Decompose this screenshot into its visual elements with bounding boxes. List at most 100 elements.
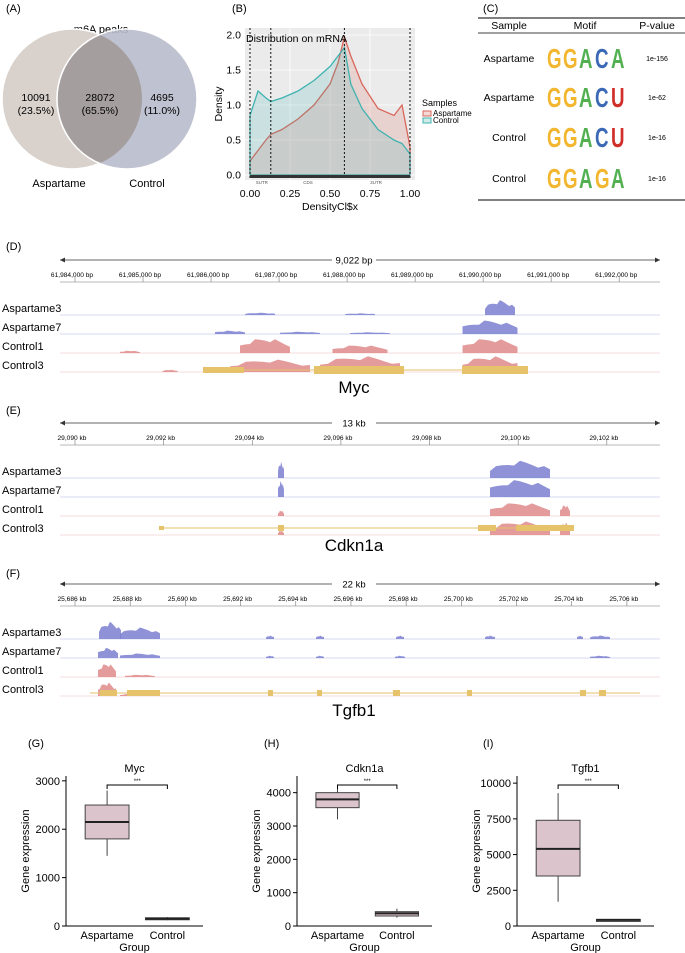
track-peak bbox=[278, 481, 284, 497]
panel-label-i: (I) bbox=[483, 738, 493, 750]
panel-label-a: (A) bbox=[6, 3, 21, 15]
track-ruler-label: 25,692 kb bbox=[223, 596, 252, 603]
boxplot-xlabel: Group bbox=[570, 942, 601, 953]
boxplot-xlabel: Group bbox=[349, 942, 380, 953]
track-ruler-label: 25,690 kb bbox=[168, 596, 197, 603]
track-ruler-label: 25,688 kb bbox=[113, 596, 142, 603]
track-ruler-label: 29,094 kb bbox=[235, 435, 264, 442]
panel-label-h: (H) bbox=[264, 738, 279, 750]
track-peak bbox=[462, 320, 518, 334]
legend-control: Control bbox=[433, 116, 459, 125]
track-sample-label: Control3 bbox=[2, 684, 44, 696]
motif-letter: C bbox=[595, 123, 609, 153]
boxplot-y-tick-label: 10000 bbox=[480, 778, 511, 790]
density-ytick-label: 0.0 bbox=[226, 170, 241, 182]
track-peak bbox=[485, 635, 495, 639]
gene-name: Myc bbox=[338, 378, 370, 397]
motif-pvalue: 1e-156 bbox=[646, 56, 668, 63]
gene-exon bbox=[393, 690, 400, 696]
track-peak bbox=[462, 339, 518, 353]
density-x-ticks: 0.00 0.25 0.50 0.75 1.00 bbox=[240, 188, 421, 200]
track-peak bbox=[266, 635, 274, 639]
track-peak bbox=[332, 345, 388, 353]
track-peak bbox=[245, 312, 275, 315]
density-xtick-label: 0.25 bbox=[280, 188, 301, 200]
gene-exon bbox=[203, 367, 244, 373]
boxplot-xlabel: Group bbox=[119, 942, 150, 953]
track-peak bbox=[120, 350, 140, 353]
track-peak bbox=[577, 635, 583, 639]
motif-letter: G bbox=[547, 123, 562, 153]
motif-letter: G bbox=[547, 83, 562, 113]
density-title: Distribution on mRNA bbox=[246, 33, 347, 45]
track-ruler-label: 61,989,000 bp bbox=[391, 272, 434, 279]
motif-letter: A bbox=[579, 164, 593, 194]
motif-pvalue: 1e-16 bbox=[648, 176, 666, 183]
gene-exon bbox=[268, 690, 273, 696]
gene-exon bbox=[314, 366, 404, 374]
motif-sample-label: Control bbox=[492, 173, 526, 185]
venn-overlap bbox=[56, 29, 142, 169]
track-sample-label: Aspartame3 bbox=[2, 466, 61, 478]
density-control-area bbox=[249, 46, 411, 176]
gene-exon bbox=[462, 366, 528, 374]
track-peak bbox=[396, 635, 404, 639]
track-ruler-label: 25,686 kb bbox=[58, 596, 87, 603]
motif-pvalue: 1e-62 bbox=[648, 95, 666, 102]
venn-left-label: Aspartame bbox=[32, 178, 85, 190]
venn-mid-count: 28072 bbox=[85, 92, 114, 104]
gene-name: Tgfb1 bbox=[332, 701, 375, 720]
density-region-bar bbox=[250, 175, 410, 178]
track-peak bbox=[230, 359, 310, 372]
boxplot-y-tick-label: 0 bbox=[54, 921, 60, 933]
boxplot-sig-bracket bbox=[106, 784, 168, 789]
boxplot-myc: Myc 0 1000 2000 3000 Aspartame Control *** Group… bbox=[20, 763, 203, 953]
density-region-cds: CDS bbox=[303, 180, 313, 185]
track-span-arrow-right bbox=[655, 420, 660, 426]
density-ytick-label: 0.5 bbox=[226, 135, 241, 147]
track-peak bbox=[120, 627, 160, 639]
density-ytick-label: 1.0 bbox=[226, 100, 241, 112]
gene-exon bbox=[478, 525, 496, 531]
density-legend: Samples Aspartame Control bbox=[422, 98, 472, 125]
legend-swatch-control bbox=[422, 117, 432, 124]
density-plot: 5UTR CDS 3UTR bbox=[245, 28, 415, 185]
track-panel-cdkn1a: 13 kb 29,090 kb 29,092 kb 29,094 kb 29,096 k… bbox=[2, 417, 660, 555]
motif-letter: U bbox=[611, 123, 625, 153]
gene-exon bbox=[467, 690, 472, 696]
boxplot-ylabel: Gene expression bbox=[471, 809, 483, 892]
density-xtick-label: 1.00 bbox=[400, 188, 421, 200]
track-peak bbox=[99, 621, 121, 639]
density-xtick-label: 0.75 bbox=[360, 188, 381, 200]
motif-letter: G bbox=[547, 44, 562, 74]
track-ruler-label: 29,102 kb bbox=[589, 435, 618, 442]
venn-diagram bbox=[1, 28, 198, 170]
legend-swatch-aspartame bbox=[422, 110, 432, 117]
track-span-arrow-left bbox=[60, 420, 65, 426]
track-peak bbox=[490, 503, 550, 516]
track-peak bbox=[120, 653, 160, 658]
motif-letter: C bbox=[595, 83, 609, 113]
venn-left-pct: (23.5%) bbox=[18, 105, 55, 117]
boxplot-sig-label: *** bbox=[134, 779, 142, 785]
boxplot-y-tick-label: 7500 bbox=[487, 814, 511, 826]
track-ruler-label: 61,991,000 bp bbox=[527, 272, 570, 279]
track-peak bbox=[590, 635, 610, 639]
track-peak bbox=[125, 674, 155, 677]
gene-exon bbox=[127, 690, 160, 696]
gene-exon bbox=[317, 690, 322, 696]
track-peak bbox=[490, 460, 550, 478]
track-ruler-label: 25,704 kb bbox=[554, 596, 583, 603]
track-sample-label: Aspartame3 bbox=[2, 303, 61, 315]
motif-header-motif: Motif bbox=[574, 20, 597, 32]
boxplot-y-tick-label: 1000 bbox=[36, 873, 60, 885]
boxplot-ylabel: Gene expression bbox=[251, 809, 263, 892]
density-xtick-label: 0.00 bbox=[240, 188, 261, 200]
track-span-bg bbox=[332, 254, 376, 266]
track-peak bbox=[278, 510, 284, 516]
motif-letter: A bbox=[611, 44, 625, 74]
motif-letter: A bbox=[579, 83, 593, 113]
density-ylabel: Density bbox=[213, 86, 225, 122]
